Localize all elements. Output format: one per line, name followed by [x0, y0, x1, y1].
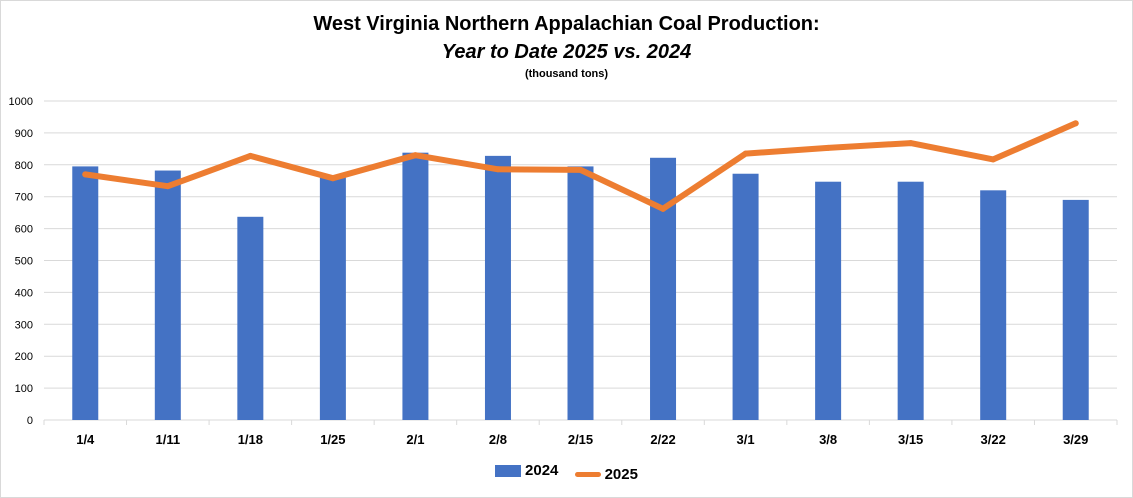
bar-2024-1/4	[72, 166, 99, 420]
legend-swatch-2025	[574, 471, 601, 477]
series-2024-bars	[72, 152, 1089, 421]
point-2025-3/8	[825, 144, 832, 151]
legend-item-2025: 2025	[574, 465, 638, 483]
x-tick-label: 1/25	[320, 432, 345, 447]
y-tick-label: 400	[15, 287, 33, 299]
bar-2024-1/11	[154, 170, 181, 420]
x-tick-label: 2/15	[568, 432, 593, 447]
chart-units-note: (thousand tons)	[524, 68, 609, 80]
x-tick-label: 1/4	[76, 432, 95, 447]
point-2025-2/15	[577, 166, 584, 173]
chart-subtitle: Year to Date 2025 vs. 2024	[441, 41, 692, 63]
x-tick-label: 2/1	[406, 432, 424, 447]
bar-2024-3/1	[732, 173, 759, 420]
point-2025-1/18	[247, 152, 254, 159]
y-tick-label: 800	[15, 160, 33, 172]
x-axis-ticks: 1/4 1/11 1/18 1/25 2/1 2/8 2/15 2/22 3/1 3/8 3/15 3…	[76, 432, 1088, 447]
y-tick-label: 100	[15, 383, 33, 395]
x-tick-label: 1/11	[156, 432, 181, 447]
point-2025-3/22	[990, 156, 997, 163]
x-tick-label: 3/15	[898, 432, 923, 447]
bar-2024-1/18	[237, 216, 264, 420]
x-tick-label: 1/18	[238, 432, 263, 447]
y-tick-label: 500	[15, 256, 33, 268]
legend-item-2024: 2024	[495, 462, 558, 479]
bar-2024-3/22	[980, 190, 1007, 420]
x-tick-label: 3/22	[981, 432, 1006, 447]
y-tick-label: 700	[15, 192, 33, 204]
x-tick-label: 3/1	[737, 432, 755, 447]
y-tick-label: 200	[15, 351, 33, 363]
legend-label-2024: 2024	[525, 462, 559, 479]
x-tick-label: 3/29	[1063, 432, 1088, 447]
y-tick-label: 1000	[9, 96, 33, 108]
y-tick-label: 0	[27, 415, 33, 427]
point-2025-1/25	[329, 175, 336, 182]
chart-title-block: West Virginia Northern Appalachian Coal …	[0, 10, 1133, 82]
bar-2024-1/25	[319, 175, 346, 420]
bar-2024-2/22	[650, 157, 677, 421]
chart-title: West Virginia Northern Appalachian Coal …	[313, 13, 820, 35]
point-2025-3/29	[1072, 120, 1079, 127]
legend-swatch-2024	[495, 464, 522, 477]
y-tick-label: 600	[15, 224, 33, 236]
point-2025-3/1	[742, 150, 749, 157]
point-2025-2/8	[494, 166, 501, 173]
legend: 2024 2025	[0, 462, 1133, 483]
legend-label-2025: 2025	[604, 465, 638, 483]
bar-2024-2/1	[402, 152, 429, 421]
bar-2024-3/15	[897, 181, 924, 420]
bar-2024-3/8	[815, 181, 842, 420]
point-2025-2/1	[412, 152, 419, 159]
point-2025-3/15	[907, 140, 914, 147]
y-tick-label: 300	[15, 319, 33, 331]
x-tick-label: 2/22	[650, 432, 675, 447]
bar-2024-2/15	[567, 166, 594, 420]
series-2025-line	[82, 120, 1079, 212]
x-tick-label: 3/8	[819, 432, 837, 447]
y-axis-ticks: 0 100 200 300 400 500 600 700 800 900 1000	[9, 96, 33, 427]
y-tick-label: 900	[15, 128, 33, 140]
point-2025-1/4	[82, 171, 89, 178]
point-2025-1/11	[164, 183, 171, 190]
bar-2024-3/29	[1062, 199, 1089, 420]
x-tick-label: 2/8	[489, 432, 507, 447]
point-2025-2/22	[660, 205, 667, 212]
bar-2024-2/8	[484, 155, 511, 421]
